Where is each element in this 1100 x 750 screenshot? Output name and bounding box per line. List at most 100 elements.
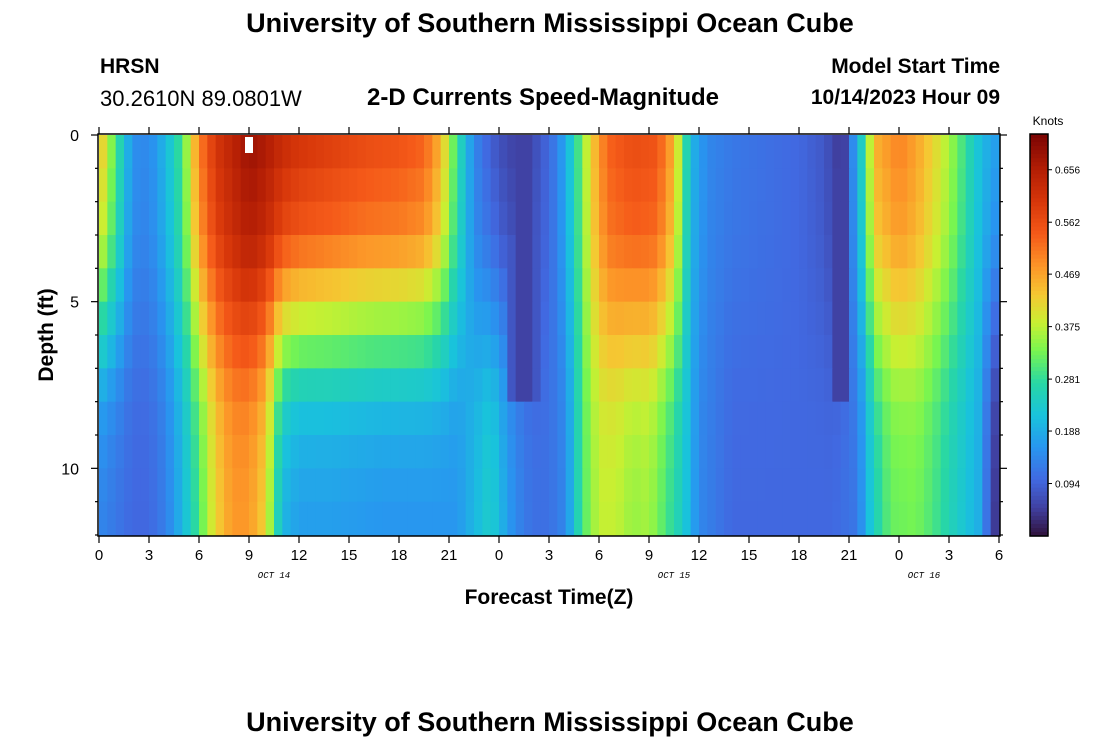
heatmap-cell xyxy=(124,501,133,536)
heatmap-cell xyxy=(307,201,317,236)
heatmap-cell xyxy=(232,468,242,503)
heatmap-cell xyxy=(757,135,767,169)
heatmap-cell xyxy=(932,268,942,303)
heatmap-cell xyxy=(165,501,175,536)
heatmap-cell xyxy=(532,501,542,536)
heatmap-cell xyxy=(357,201,367,236)
heatmap-cell xyxy=(349,435,358,469)
heatmap-cell xyxy=(799,501,808,536)
heatmap-cell xyxy=(390,301,400,336)
heatmap-cell xyxy=(249,268,258,303)
heatmap-cell xyxy=(982,468,992,503)
heatmap-cell xyxy=(524,468,533,503)
heatmap-cell xyxy=(974,468,983,503)
heatmap-cell xyxy=(257,435,267,469)
heatmap-cell xyxy=(515,501,525,536)
heatmap-cell xyxy=(349,268,358,303)
heatmap-cell xyxy=(915,401,925,436)
heatmap-cell xyxy=(140,435,150,469)
heatmap-cell xyxy=(940,335,950,369)
heatmap-cell xyxy=(757,268,767,303)
heatmap-cell xyxy=(715,468,725,503)
heatmap-cell xyxy=(649,501,658,536)
colorbar-segment xyxy=(1030,318,1048,324)
heatmap-cell xyxy=(232,268,242,303)
heatmap-cell xyxy=(799,201,808,236)
heatmap-cell xyxy=(182,268,192,303)
heatmap-cell xyxy=(365,135,375,169)
heatmap-cell xyxy=(215,168,225,203)
heatmap-cell xyxy=(140,268,150,303)
heatmap-cell xyxy=(849,135,858,169)
colorbar-segment xyxy=(1030,262,1048,268)
heatmap-cell xyxy=(632,301,642,336)
heatmap-cell xyxy=(549,301,558,336)
heatmap-cell xyxy=(815,401,825,436)
heatmap-cell xyxy=(624,501,633,536)
heatmap-cell xyxy=(624,468,633,503)
heatmap-cell xyxy=(549,168,558,203)
heatmap-cell xyxy=(99,135,108,169)
heatmap-cell xyxy=(174,368,183,403)
heatmap-cell xyxy=(582,135,592,169)
heatmap-cell xyxy=(357,268,367,303)
heatmap-cell xyxy=(490,368,500,403)
date-label: OCT 15 xyxy=(658,571,691,581)
heatmap-cell xyxy=(882,501,892,536)
heatmap-cell xyxy=(290,368,300,403)
heatmap-cell xyxy=(215,368,225,403)
heatmap-cell xyxy=(799,168,808,203)
heatmap-cell xyxy=(824,301,833,336)
heatmap-cell xyxy=(957,435,967,469)
heatmap-cell xyxy=(782,135,792,169)
heatmap-cell xyxy=(524,201,533,236)
heatmap-cell xyxy=(382,235,392,269)
colorbar-segment xyxy=(1030,387,1048,392)
heatmap-cell xyxy=(340,401,350,436)
colorbar: 0.656 0.562 0.469 0.375 0.281 0.188 0.094 xyxy=(1029,133,1080,537)
colorbar-segment xyxy=(1030,166,1048,171)
heatmap-cell xyxy=(424,168,433,203)
heatmap-cell xyxy=(515,301,525,336)
heatmap-cell xyxy=(540,335,550,369)
heatmap-cell xyxy=(915,501,925,536)
heatmap-cell xyxy=(682,168,692,203)
colorbar-segment xyxy=(1030,443,1048,449)
heatmap-cell xyxy=(907,201,917,236)
heatmap-cell xyxy=(732,268,742,303)
heatmap-cell xyxy=(857,468,867,503)
heatmap-cell xyxy=(840,168,850,203)
heatmap-cell xyxy=(749,235,758,269)
heatmap-cell xyxy=(665,368,675,403)
heatmap-cell xyxy=(515,335,525,369)
heatmap-cell xyxy=(390,235,400,269)
heatmap-cell xyxy=(932,135,942,169)
heatmap-cell xyxy=(249,301,258,336)
heatmap-cell xyxy=(349,201,358,236)
heatmap-chart: 0 3 6 9 12 15 18 21 0 3 6 9 12 15 18 21 0 3 6 OCT 14 OCT 15 O… xyxy=(35,114,1080,609)
heatmap-cell xyxy=(274,235,283,269)
heatmap-cell xyxy=(724,401,733,436)
heatmap-cell xyxy=(157,235,167,269)
heatmap-cell xyxy=(882,135,892,169)
heatmap-cell xyxy=(482,335,492,369)
heatmap-cell xyxy=(790,201,800,236)
heatmap-cell xyxy=(682,368,692,403)
heatmap-cell xyxy=(649,235,658,269)
heatmap-cell xyxy=(324,201,333,236)
heatmap-cell xyxy=(782,168,792,203)
heatmap-cell xyxy=(799,468,808,503)
heatmap-cell xyxy=(632,368,642,403)
colorbar-segment xyxy=(1030,507,1048,513)
heatmap-cell xyxy=(590,501,600,536)
heatmap-cell xyxy=(532,468,542,503)
heatmap-cell xyxy=(182,168,192,203)
heatmap-cell xyxy=(157,201,167,236)
heatmap-cell xyxy=(782,468,792,503)
heatmap-cell xyxy=(532,135,542,169)
heatmap-cell xyxy=(899,435,908,469)
heatmap-cell xyxy=(682,468,692,503)
heatmap-cell xyxy=(565,201,575,236)
heatmap-cell xyxy=(324,168,333,203)
colorbar-segment xyxy=(1030,379,1048,384)
